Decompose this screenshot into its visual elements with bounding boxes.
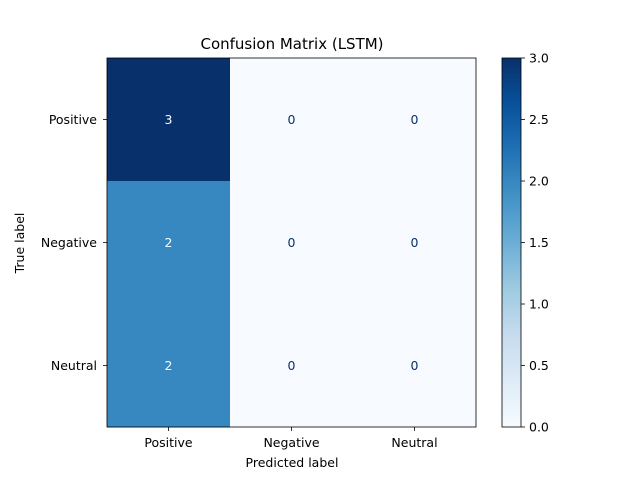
colorbar-tick-label: 0.0	[529, 420, 549, 435]
cell-value-label: 2	[165, 235, 173, 250]
colorbar-ticks: 0.0 0.5 1.0 1.5 2.0 2.5 3.0	[521, 51, 549, 435]
cell-value-label: 0	[288, 358, 296, 373]
colorbar-tick-label: 1.5	[529, 235, 549, 250]
colorbar-tick-label: 1.0	[529, 297, 549, 312]
heatmap-cell	[230, 304, 354, 428]
cell-value-label: 0	[288, 235, 296, 250]
heatmap-cell-labels: 3 0 0 2 0 0 2 0 0	[165, 112, 419, 373]
heatmap-cell	[230, 58, 354, 182]
y-tick-label: Negative	[41, 235, 97, 250]
x-tick-label: Negative	[263, 435, 319, 450]
x-tick-label: Neutral	[391, 435, 437, 450]
x-tick-label: Positive	[144, 435, 192, 450]
heatmap-cell	[353, 181, 477, 305]
y-tick-label: Neutral	[51, 358, 97, 373]
cell-value-label: 0	[411, 112, 419, 127]
chart-title: Confusion Matrix (LSTM)	[200, 35, 383, 53]
heatmap-cell	[230, 181, 354, 305]
colorbar-tick-label: 3.0	[529, 51, 549, 66]
colorbar-tick-label: 2.5	[529, 112, 549, 127]
heatmap-cell	[107, 304, 231, 428]
cell-value-label: 0	[411, 358, 419, 373]
cell-value-label: 0	[288, 112, 296, 127]
heatmap-cells	[107, 58, 477, 428]
colorbar-tick-label: 0.5	[529, 358, 549, 373]
heatmap-cell	[107, 181, 231, 305]
cell-value-label: 0	[411, 235, 419, 250]
heatmap-cell	[353, 304, 477, 428]
colorbar-tick-label: 2.0	[529, 174, 549, 189]
heatmap-cell	[107, 58, 231, 182]
heatmap-cell	[353, 58, 477, 182]
colorbar	[501, 57, 522, 428]
cell-value-label: 3	[165, 112, 173, 127]
y-axis-label: True label	[12, 213, 27, 275]
y-axis-ticks: Positive Negative Neutral	[41, 112, 107, 373]
y-tick-label: Positive	[49, 112, 97, 127]
x-axis-ticks: Positive Negative Neutral	[144, 427, 438, 450]
x-axis-label: Predicted label	[246, 455, 339, 470]
cell-value-label: 2	[165, 358, 173, 373]
